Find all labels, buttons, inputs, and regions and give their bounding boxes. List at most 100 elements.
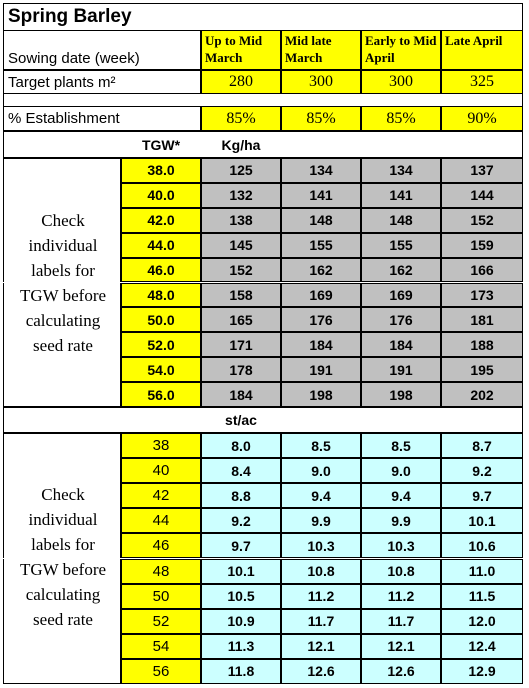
rate-cell: 141 [281,182,361,208]
rate-cell: 10.1 [201,558,281,584]
note-column-cell [3,533,121,559]
period-header: Late April [441,30,523,70]
rate-cell: 10.1 [441,508,523,534]
rate-cell: 191 [281,357,361,383]
tgw-cell: 40.0 [121,182,201,208]
tgw-cell: 38 [121,433,201,459]
rate-cell: 141 [361,182,441,208]
rate-cell: 169 [361,282,441,308]
note-column-cell [3,257,121,283]
note-line: TGW before [19,560,107,579]
spacer-row [3,94,523,106]
note-column-cell [3,558,121,584]
target-plants-value: 325 [441,70,523,94]
note-line: calculating [25,311,101,330]
tgw-cell: 52 [121,608,201,634]
period-header: Mid late March [281,30,361,70]
rate-cell: 8.7 [441,433,523,459]
rate-cell: 162 [281,257,361,283]
tgw-cell: 46.0 [121,257,201,283]
note-line: individual [28,236,98,255]
tgw-cell: 46 [121,533,201,559]
note-line: seed rate [33,336,93,355]
rate-cell: 11.0 [441,558,523,584]
rate-cell: 11.3 [201,633,281,659]
rate-cell: 9.0 [281,458,361,484]
rate-cell: 191 [361,357,441,383]
establishment-label: % Establishment [3,106,201,131]
note-column-cell [3,282,121,308]
rate-cell: 12.0 [441,608,523,634]
note-column-cell [3,307,121,333]
sowing-date-label: Sowing date (week) [3,30,201,70]
tgw-cell: 44 [121,508,201,534]
tgw-cell: 50.0 [121,307,201,333]
establishment-value: 85% [281,106,361,131]
rate-cell: 10.8 [281,558,361,584]
rate-cell: 12.6 [281,658,361,684]
rate-cell: 198 [361,382,441,407]
rate-cell: 9.9 [361,508,441,534]
rate-cell: 12.1 [281,633,361,659]
establishment-value: 85% [361,106,441,131]
note-line: seed rate [33,610,93,629]
tgw-cell: 42.0 [121,207,201,233]
rate-cell: 8.0 [201,433,281,459]
note-column-cell [3,658,121,684]
note-column-cell [3,158,121,183]
note-line: individual [28,510,98,529]
note-column-cell [3,382,121,407]
note-column-cell [3,508,121,534]
rate-cell: 9.9 [281,508,361,534]
rate-cell: 8.4 [201,458,281,484]
note-column-cell [3,232,121,258]
rate-cell: 9.7 [201,533,281,559]
section-header-row [3,131,523,158]
rate-cell: 181 [441,307,523,333]
rate-cell: 173 [441,282,523,308]
spring-barley-seed-rate-table: Spring Barley Sowing date (week) Up to M… [3,3,523,684]
rate-cell: 188 [441,332,523,358]
tgw-cell: 38.0 [121,158,201,183]
rate-cell: 132 [201,182,281,208]
rate-cell: 166 [441,257,523,283]
rate-cell: 9.7 [441,483,523,509]
rate-cell: 159 [441,232,523,258]
section-header-row [3,407,523,433]
rate-cell: 169 [281,282,361,308]
note-column-cell [3,458,121,484]
rate-cell: 11.2 [281,583,361,609]
rate-cell: 10.5 [201,583,281,609]
note-column-cell [3,583,121,609]
establishment-value: 85% [201,106,281,131]
rate-cell: 8.8 [201,483,281,509]
note-column-cell [3,633,121,659]
tgw-note-kgha: Check individual labels for TGW before c… [7,208,119,358]
rate-cell: 198 [281,382,361,407]
period-header: Early to Mid April [361,30,441,70]
period-header: Up to Mid March [201,30,281,70]
tgw-cell: 42 [121,483,201,509]
note-line: calculating [25,585,101,604]
table-title: Spring Barley [3,3,523,30]
rate-cell: 8.5 [281,433,361,459]
tgw-cell: 56 [121,658,201,684]
rate-cell: 12.6 [361,658,441,684]
rate-cell: 144 [441,182,523,208]
rate-cell: 152 [201,257,281,283]
tgw-cell: 56.0 [121,382,201,407]
rate-cell: 9.0 [361,458,441,484]
rate-cell: 176 [281,307,361,333]
tgw-note-stac: Check individual labels for TGW before c… [7,482,119,632]
rate-cell: 11.7 [361,608,441,634]
note-line: labels for [31,261,95,280]
rate-cell: 165 [201,307,281,333]
rate-cell: 11.2 [361,583,441,609]
rate-cell: 202 [441,382,523,407]
tgw-cell: 40 [121,458,201,484]
rate-cell: 10.8 [361,558,441,584]
rate-cell: 9.4 [281,483,361,509]
note-column-cell [3,608,121,634]
rate-cell: 176 [361,307,441,333]
stac-header: st/ac [225,412,257,428]
